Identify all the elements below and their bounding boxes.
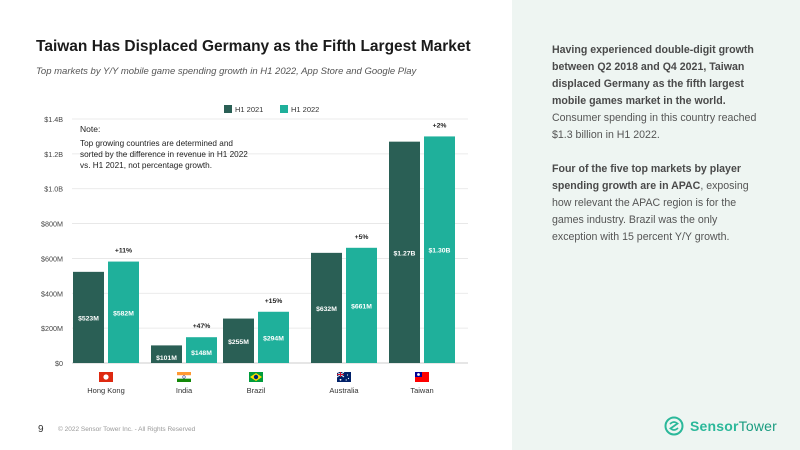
legend-swatch [224, 105, 232, 113]
sensor-tower-logo-icon [664, 416, 684, 436]
growth-label: +2% [433, 122, 447, 129]
bar [424, 136, 455, 363]
category-label: Hong Kong [87, 386, 125, 395]
bar [73, 271, 104, 363]
bar-value-label: $255M [228, 339, 249, 346]
logo-text: SensorTower [690, 418, 777, 434]
y-tick-label: $400M [41, 289, 63, 298]
commentary-panel [512, 0, 800, 450]
y-tick-label: $1.2B [44, 150, 63, 159]
category-label: Brazil [247, 386, 266, 395]
growth-label: +47% [193, 323, 211, 330]
commentary-text: Having experienced double-digit growth b… [552, 42, 762, 263]
page-number: 9 [38, 424, 44, 435]
commentary-1-bold: Having experienced double-digit growth b… [552, 44, 754, 107]
legend-swatch [280, 105, 288, 113]
bar-value-label: $148M [191, 350, 212, 357]
commentary-2-bold: Four of the five top markets by player s… [552, 163, 741, 192]
copyright-text: © 2022 Sensor Tower Inc. - All Rights Re… [58, 426, 196, 433]
category-label: Australia [329, 386, 359, 395]
bar-value-label: $661M [351, 303, 372, 310]
chart-panel: Taiwan Has Displaced Germany as the Fift… [36, 38, 471, 435]
bar [108, 261, 139, 363]
y-tick-label: $0 [55, 359, 63, 368]
y-tick-label: $200M [41, 324, 63, 333]
bar-value-label: $523M [78, 315, 99, 322]
bar-value-label: $632M [316, 306, 337, 313]
brazil-flag-icon [249, 372, 263, 382]
commentary-1-rest: Consumer spending in this country reache… [552, 112, 757, 141]
hong-kong-flag-icon [99, 372, 113, 382]
bar [258, 311, 289, 363]
bar [223, 318, 254, 363]
growth-label: +11% [115, 248, 132, 255]
bar-chart: $0 $200M $400M $600M $800M $1.0B $1.2B $1.4B H1 … [41, 105, 468, 395]
growth-label: +5% [355, 234, 369, 241]
category-label: India [176, 386, 193, 395]
y-tick-label: $1.0B [44, 185, 63, 194]
bar [389, 141, 420, 363]
logo-text-part1: Sensor [690, 418, 739, 434]
commentary-paragraph-2: Four of the five top markets by player s… [552, 161, 762, 246]
bar [186, 337, 217, 363]
bar [151, 345, 182, 363]
category-label: Taiwan [410, 386, 433, 395]
legend-label: H1 2021 [235, 105, 263, 114]
commentary-2-rest: , exposing how relevant the APAC region … [552, 180, 749, 243]
india-flag-icon [177, 372, 191, 382]
taiwan-flag-icon [415, 372, 429, 382]
note-text: Top growing countries are determined and… [80, 139, 248, 170]
bar [311, 252, 342, 363]
bar-value-label: $101M [156, 355, 177, 362]
legend-label: H1 2022 [291, 105, 319, 114]
chart-note: Note: Top growing countries are determin… [80, 124, 255, 171]
note-title: Note: [80, 124, 101, 134]
slide-subtitle: Top markets by Y/Y mobile game spending … [36, 66, 417, 77]
growth-label: +15% [265, 298, 283, 305]
y-tick-label: $800M [41, 220, 63, 229]
commentary-paragraph-1: Having experienced double-digit growth b… [552, 42, 762, 144]
bar-value-label: $582M [113, 310, 134, 317]
bar-value-label: $294M [263, 335, 284, 342]
y-tick-label: $600M [41, 254, 63, 263]
y-tick-label: $1.4B [44, 115, 63, 124]
sensor-tower-logo: SensorTower [664, 414, 777, 438]
bar-value-label: $1.30B [429, 248, 451, 255]
slide-title: Taiwan Has Displaced Germany as the Fift… [36, 38, 471, 55]
bar-value-label: $1.27B [394, 250, 416, 257]
bar [346, 247, 377, 363]
logo-text-part2: Tower [738, 418, 778, 434]
australia-flag-icon [336, 371, 351, 382]
